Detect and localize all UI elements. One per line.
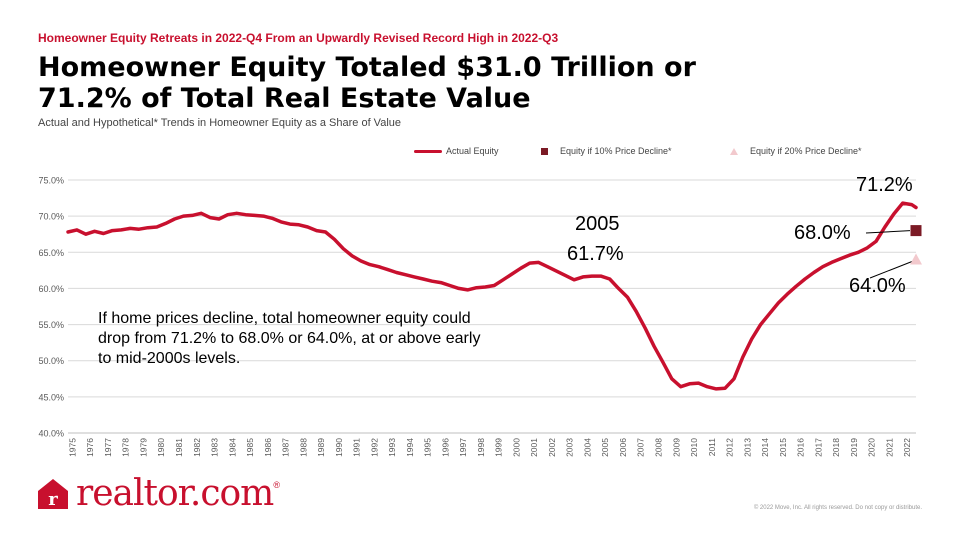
house-icon: r bbox=[36, 477, 70, 511]
x-tick-label: 2020 bbox=[867, 438, 877, 457]
x-tick-label: 2013 bbox=[742, 438, 752, 457]
x-tick-label: 2014 bbox=[760, 438, 770, 457]
realtor-logo: r realtor.com ® bbox=[36, 474, 280, 514]
y-tick-label: 65.0% bbox=[38, 248, 64, 258]
x-tick-label: 1996 bbox=[440, 438, 450, 457]
y-tick-label: 75.0% bbox=[38, 176, 64, 186]
x-tick-label: 2008 bbox=[653, 438, 663, 457]
x-tick-label: 2017 bbox=[813, 438, 823, 457]
legend-item-decline10: Equity if 10% Price Decline* bbox=[541, 146, 672, 156]
y-tick-label: 45.0% bbox=[38, 392, 64, 402]
x-tick-label: 2012 bbox=[725, 438, 735, 457]
x-tick-label: 1995 bbox=[423, 438, 433, 457]
x-tick-label: 1983 bbox=[210, 438, 220, 457]
annotation-latest-value: 71.2% bbox=[856, 174, 913, 196]
x-tick-label: 1982 bbox=[192, 438, 202, 457]
x-tick-label: 1990 bbox=[334, 438, 344, 457]
x-tick-label: 1992 bbox=[369, 438, 379, 457]
copyright-text: © 2022 Move, Inc. All rights reserved. D… bbox=[753, 505, 922, 511]
x-tick-label: 1989 bbox=[316, 438, 326, 457]
x-tick-label: 1994 bbox=[405, 438, 415, 457]
x-tick-label: 2019 bbox=[849, 438, 859, 457]
marker-decline20 bbox=[910, 253, 922, 265]
leader-line-decline20 bbox=[869, 261, 913, 279]
y-tick-label: 70.0% bbox=[38, 212, 64, 222]
y-tick-label: 40.0% bbox=[38, 429, 64, 439]
annotation-decline10-value: 68.0% bbox=[794, 222, 851, 244]
x-tick-label: 2010 bbox=[689, 438, 699, 457]
x-tick-label: 1977 bbox=[103, 438, 113, 457]
x-tick-label: 2004 bbox=[582, 438, 592, 457]
x-tick-label: 1979 bbox=[138, 438, 148, 457]
y-tick-label: 55.0% bbox=[38, 320, 64, 330]
x-tick-label: 1991 bbox=[352, 438, 362, 457]
logo-wordmark: realtor.com bbox=[76, 473, 274, 514]
x-tick-label: 2001 bbox=[529, 438, 539, 457]
scenario-note: If home prices decline, total homeowner … bbox=[98, 310, 481, 367]
x-tick-label: 1985 bbox=[245, 438, 255, 457]
annotation-2005-year: 2005 bbox=[575, 213, 620, 235]
x-tick-label: 2006 bbox=[618, 438, 628, 457]
x-tick-label: 2022 bbox=[902, 438, 912, 457]
chart-subtitle: Actual and Hypothetical* Trends in Homeo… bbox=[38, 117, 401, 129]
logo-registered-mark: ® bbox=[273, 480, 280, 490]
legend-label-decline10: Equity if 10% Price Decline* bbox=[560, 146, 672, 156]
legend-triangle-swatch bbox=[730, 147, 738, 155]
annotation-2005-value: 61.7% bbox=[567, 243, 624, 265]
x-tick-label: 1980 bbox=[156, 438, 166, 457]
series-line-actual-equity bbox=[66, 201, 918, 391]
x-tick-label: 1987 bbox=[281, 438, 291, 457]
x-tick-label: 1988 bbox=[298, 438, 308, 457]
x-tick-label: 2005 bbox=[600, 438, 610, 457]
chart-legend: Actual Equity Equity if 10% Price Declin… bbox=[0, 146, 960, 160]
x-tick-label: 1976 bbox=[85, 438, 95, 457]
x-tick-label: 1978 bbox=[121, 438, 131, 457]
x-tick-label: 1993 bbox=[387, 438, 397, 457]
x-tick-label: 2003 bbox=[565, 438, 575, 457]
x-tick-label: 1986 bbox=[263, 438, 273, 457]
kicker-headline: Homeowner Equity Retreats in 2022-Q4 Fro… bbox=[38, 31, 559, 45]
marker-decline10 bbox=[910, 225, 922, 237]
x-tick-label: 2009 bbox=[671, 438, 681, 457]
legend-item-actual: Actual Equity bbox=[414, 146, 499, 156]
x-tick-label: 1997 bbox=[458, 438, 468, 457]
legend-label-decline20: Equity if 20% Price Decline* bbox=[750, 146, 862, 156]
legend-label-actual: Actual Equity bbox=[446, 146, 499, 156]
legend-line-swatch bbox=[414, 149, 442, 153]
x-tick-label: 2018 bbox=[831, 438, 841, 457]
page-title: Homeowner Equity Totaled $31.0 Trillion … bbox=[38, 52, 696, 114]
x-tick-label: 1975 bbox=[67, 438, 77, 457]
x-tick-label: 2000 bbox=[511, 438, 521, 457]
x-tick-label: 2015 bbox=[778, 438, 788, 457]
x-tick-label: 2007 bbox=[636, 438, 646, 457]
legend-item-decline20: Equity if 20% Price Decline* bbox=[730, 146, 862, 156]
x-tick-label: 2021 bbox=[884, 438, 894, 457]
logo-mark-letter: r bbox=[48, 489, 58, 510]
x-tick-label: 1984 bbox=[227, 438, 237, 457]
x-tick-label: 1981 bbox=[174, 438, 184, 457]
y-tick-label: 50.0% bbox=[38, 356, 64, 366]
x-tick-label: 1998 bbox=[476, 438, 486, 457]
x-tick-label: 2016 bbox=[796, 438, 806, 457]
leader-line-decline10 bbox=[865, 230, 911, 234]
x-tick-label: 2002 bbox=[547, 438, 557, 457]
legend-square-swatch bbox=[541, 147, 548, 155]
y-tick-label: 60.0% bbox=[38, 284, 64, 294]
x-tick-label: 1999 bbox=[494, 438, 504, 457]
x-tick-label: 2011 bbox=[707, 438, 717, 457]
annotation-decline20-value: 64.0% bbox=[849, 275, 906, 297]
